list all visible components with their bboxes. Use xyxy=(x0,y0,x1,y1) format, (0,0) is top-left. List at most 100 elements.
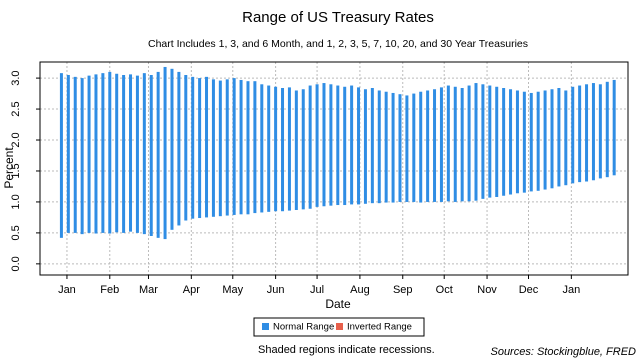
range-bar xyxy=(419,91,423,203)
range-bar xyxy=(177,71,181,226)
y-tick-label: 1.5 xyxy=(10,163,22,178)
range-bar xyxy=(315,84,319,207)
range-bar xyxy=(301,89,305,210)
range-bar xyxy=(294,90,298,210)
range-bar xyxy=(564,90,568,186)
range-bar xyxy=(101,73,105,233)
x-tick-label: Jun xyxy=(267,284,285,296)
range-bar xyxy=(557,88,561,187)
y-axis-label: Percent xyxy=(2,147,16,189)
range-bar xyxy=(529,92,533,192)
note: Shaded regions indicate recessions. xyxy=(258,344,435,356)
range-bar xyxy=(94,74,98,234)
range-bar xyxy=(239,79,243,215)
x-tick-label: Feb xyxy=(100,284,119,296)
range-bar xyxy=(108,71,112,234)
range-bar xyxy=(218,80,222,217)
range-bar xyxy=(184,75,188,221)
range-bar xyxy=(336,85,340,206)
range-bar xyxy=(156,71,160,238)
x-tick-label: Jan xyxy=(58,284,76,296)
range-bar xyxy=(142,73,146,235)
range-bar xyxy=(170,68,174,230)
range-bar xyxy=(412,93,416,202)
range-bar xyxy=(363,89,367,204)
range-bar xyxy=(122,75,126,233)
x-tick-label: May xyxy=(222,284,243,296)
range-bar xyxy=(488,85,492,198)
range-bar xyxy=(481,84,485,199)
range-bar xyxy=(59,73,63,238)
range-bar xyxy=(149,75,153,236)
range-bar xyxy=(198,78,202,219)
range-bar xyxy=(536,91,540,191)
range-bar xyxy=(384,91,388,203)
chart-title: Range of US Treasury Rates xyxy=(242,9,434,26)
range-bar xyxy=(115,73,119,233)
range-bar xyxy=(509,89,513,195)
range-bar xyxy=(474,83,478,201)
range-bar xyxy=(515,90,519,194)
range-bar xyxy=(267,85,271,212)
range-bar xyxy=(433,89,437,202)
range-bar xyxy=(598,84,602,179)
range-bar xyxy=(129,74,133,232)
legend-swatch xyxy=(336,323,343,330)
x-axis-label: Date xyxy=(325,297,351,311)
range-bar xyxy=(550,89,554,189)
range-bar xyxy=(467,85,471,202)
x-tick-label: Dec xyxy=(519,284,539,296)
range-bar xyxy=(571,86,575,184)
x-tick-label: Jul xyxy=(310,284,324,296)
range-bar xyxy=(287,87,291,211)
plot-frame xyxy=(39,61,629,276)
y-tick-label: 2.0 xyxy=(10,132,22,147)
x-tick-label: Apr xyxy=(183,284,200,296)
range-bar xyxy=(343,86,347,206)
range-bar xyxy=(211,79,215,217)
x-tick-label: Jan xyxy=(562,284,580,296)
range-bar xyxy=(405,95,409,202)
x-tick-label: Sep xyxy=(393,284,413,296)
legend-label: Normal Range xyxy=(273,322,334,333)
range-bar xyxy=(274,86,278,212)
range-bar xyxy=(329,84,333,206)
range-bar xyxy=(605,81,609,178)
x-tick-label: Nov xyxy=(477,284,497,296)
range-bar xyxy=(578,85,582,183)
range-bar xyxy=(253,81,257,214)
range-bar xyxy=(612,79,616,176)
range-bar xyxy=(308,85,312,209)
range-bar xyxy=(446,85,450,202)
y-tick-label: 1.0 xyxy=(10,194,22,209)
range-bar xyxy=(260,84,264,213)
legend-swatch xyxy=(262,323,269,330)
range-bar xyxy=(73,76,77,233)
range-bar xyxy=(502,88,506,196)
range-bar xyxy=(370,88,374,204)
x-tick-label: Oct xyxy=(436,284,453,296)
range-bar xyxy=(80,78,84,235)
y-tick-label: 3.0 xyxy=(10,70,22,85)
y-tick-label: 0.5 xyxy=(10,225,22,240)
range-bar xyxy=(495,86,499,197)
range-bar xyxy=(391,92,395,203)
x-tick-label: Aug xyxy=(350,284,370,296)
range-bar xyxy=(350,85,354,205)
source: Sources: Stockingblue, FRED xyxy=(490,346,636,358)
range-bar xyxy=(225,79,229,216)
range-bar xyxy=(453,86,457,202)
range-bar xyxy=(522,91,526,193)
range-bar xyxy=(163,66,167,240)
range-bar xyxy=(439,87,443,202)
range-bar xyxy=(322,83,326,207)
range-bar xyxy=(246,81,250,215)
range-bar xyxy=(232,78,236,215)
range-bar xyxy=(135,75,139,233)
legend-label: Inverted Range xyxy=(347,322,412,333)
range-bar xyxy=(543,90,547,190)
range-bar xyxy=(585,84,589,182)
range-bar xyxy=(66,75,70,233)
range-bar xyxy=(281,88,285,212)
